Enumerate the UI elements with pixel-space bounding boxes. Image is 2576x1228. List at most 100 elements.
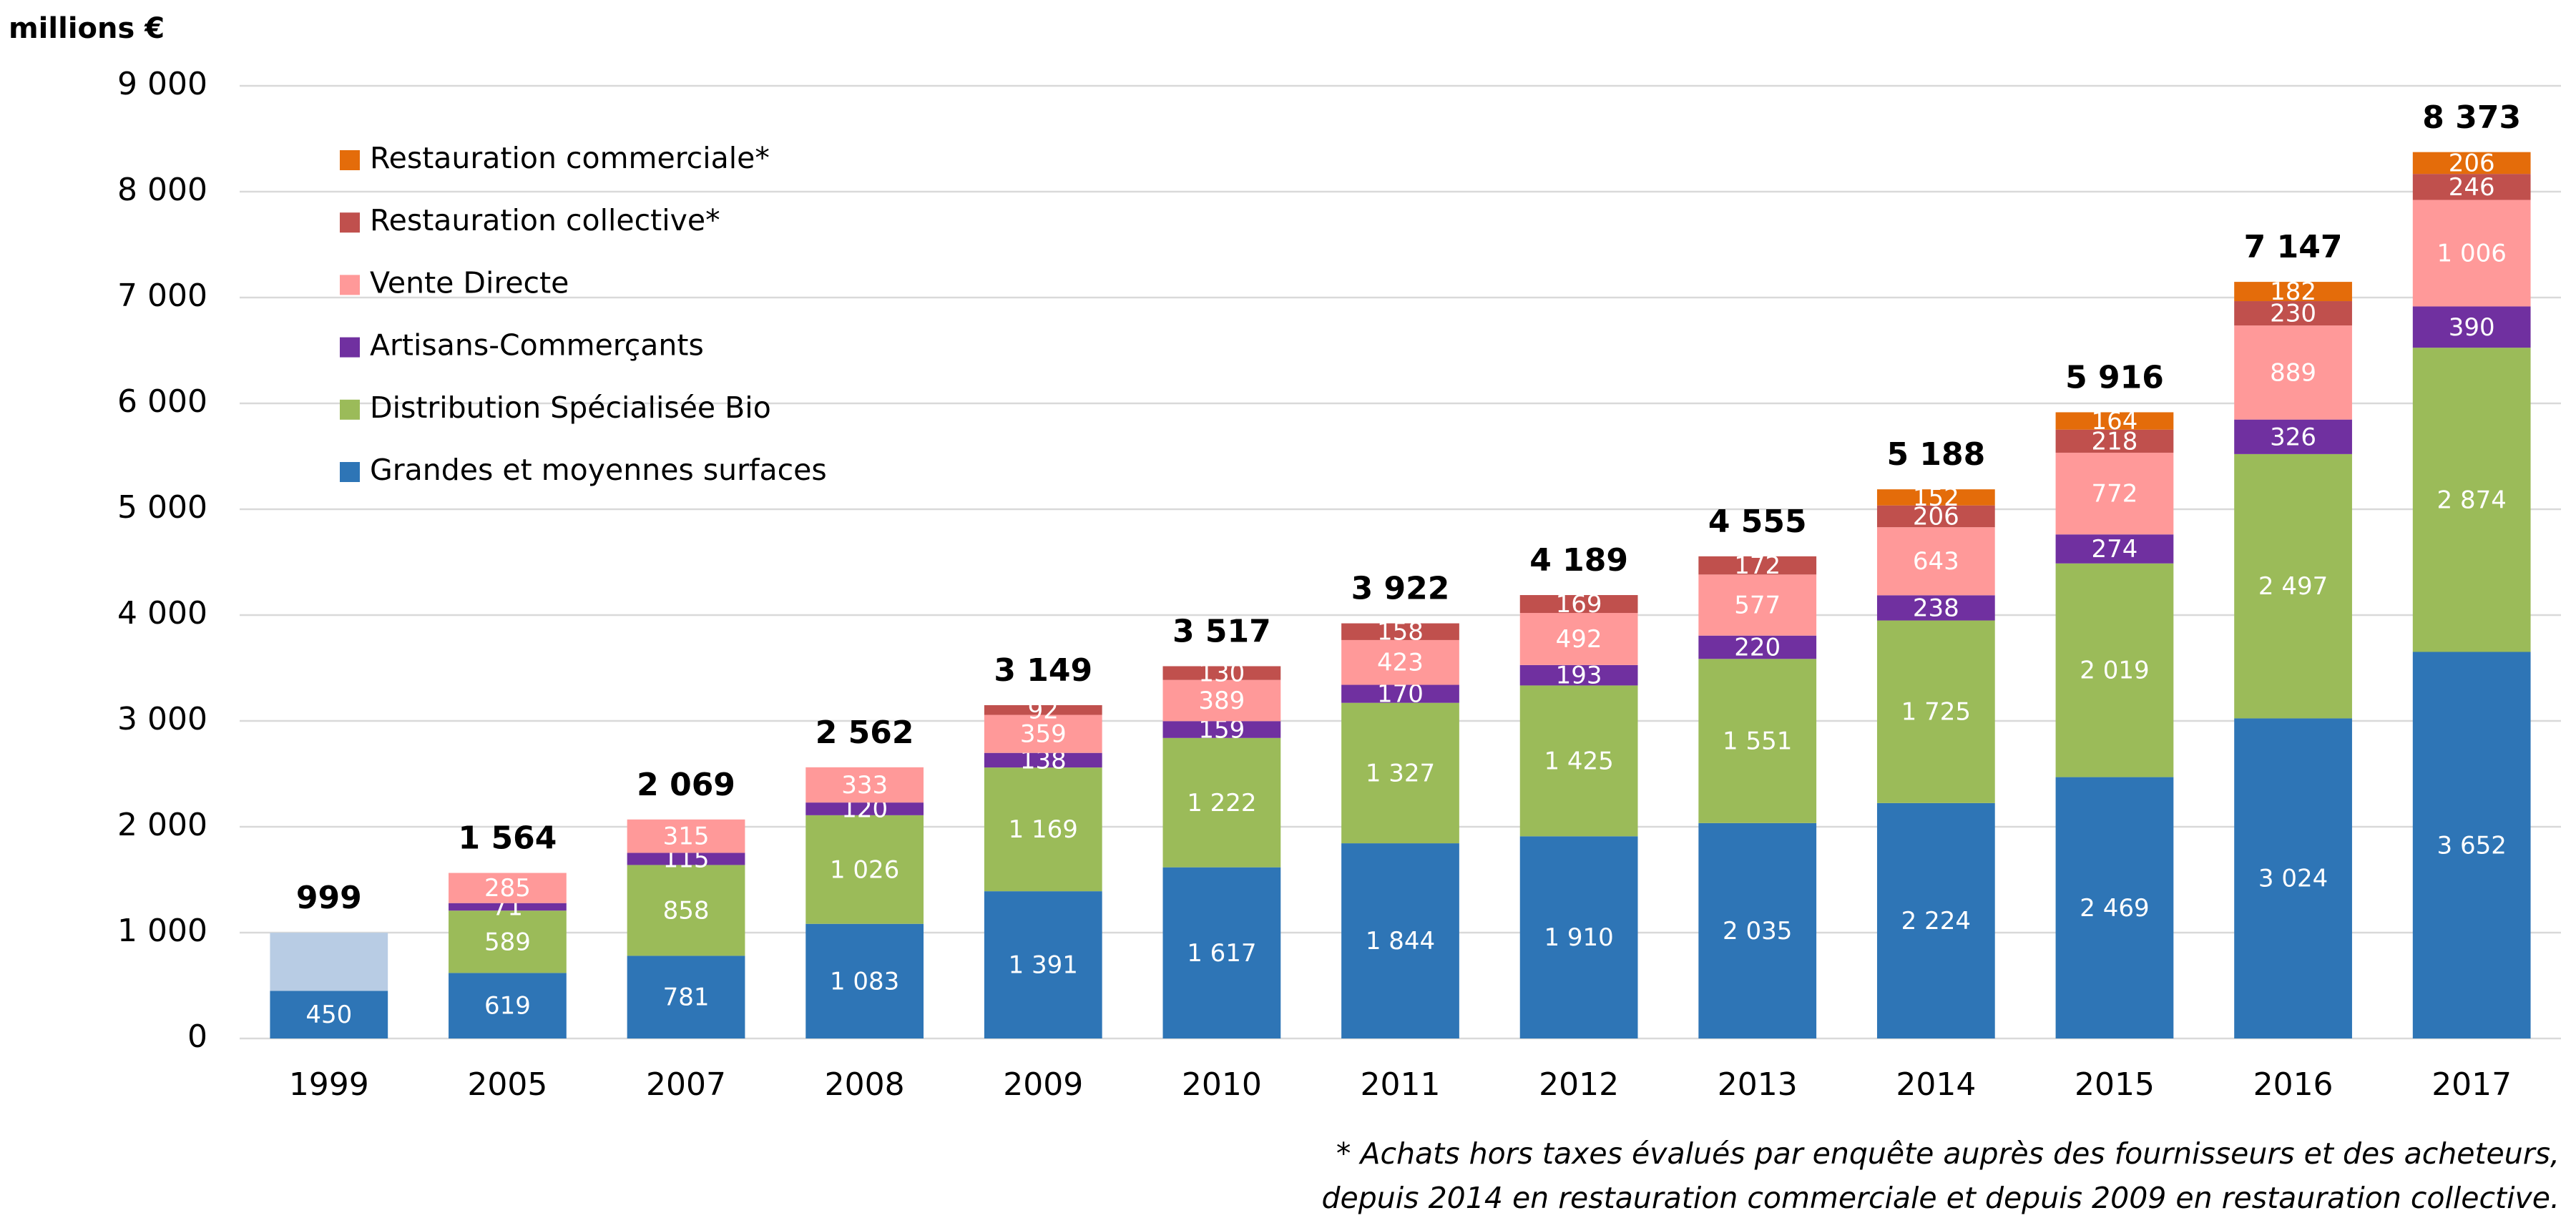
bar-segment [1341,843,1459,1038]
data-label: 2 224 [1901,907,1971,935]
bar-segment [984,752,1102,768]
bar-segment [1876,802,1995,1038]
data-label: 206 [1913,502,1959,531]
x-tick-label: 2017 [2431,1066,2512,1103]
bar-segment [2412,200,2531,307]
data-label: 389 [1198,687,1245,715]
data-label: 92 [1028,696,1059,724]
bar-segment [1876,489,1995,506]
data-label: 1 844 [1366,927,1435,956]
bar-segment [1876,620,1995,803]
bar-segment [984,891,1102,1038]
bar-segment [449,910,567,973]
total-label: 4 189 [1529,542,1628,579]
y-tick-label: 0 [187,1018,207,1055]
bar-segment [1876,505,1995,528]
legend-label: Vente Directe [370,265,569,300]
bar-segment [1698,822,1817,1038]
bar-segment [2234,282,2352,302]
legend-label: Restauration collective* [370,203,720,237]
bar-segment [449,903,567,911]
x-tick-label: 2005 [467,1066,547,1103]
legend-swatch [340,337,360,358]
legend-swatch [340,150,360,170]
data-label: 1 425 [1544,747,1613,775]
x-tick-label: 2015 [2075,1066,2155,1103]
x-tick-label: 2009 [1003,1066,1083,1103]
y-tick-label: 1 000 [117,913,207,949]
bar-segment [984,767,1102,892]
bar-segment [627,853,745,865]
data-label: 172 [1734,551,1781,580]
data-label: 130 [1198,659,1245,688]
bar-segment [1698,635,1817,659]
bar-segment [627,956,745,1038]
bar-segment [2412,306,2531,348]
footnote: depuis 2014 en restauration commerciale … [1322,1181,2560,1215]
data-label: 1 026 [830,855,899,884]
x-tick-label: 2014 [1896,1066,1976,1103]
legend-label: Grandes et moyennes surfaces [370,453,827,487]
bar-segment [2055,429,2174,453]
x-tick-label: 2011 [1361,1066,1441,1103]
bar-segment [1341,623,1459,640]
bar-segment [2234,453,2352,719]
bar-segment [449,873,567,903]
legend-swatch [340,275,360,295]
data-label: 577 [1734,591,1781,620]
data-label: 889 [2270,358,2316,387]
data-label: 206 [2449,149,2495,177]
bar-segment [1162,721,1281,738]
data-label: 2 874 [2437,486,2507,514]
legend-label: Distribution Spécialisée Bio [370,390,771,425]
data-label: 2 019 [2080,657,2149,685]
y-tick-label: 8 000 [117,172,207,208]
data-label: 492 [1556,625,1602,654]
x-tick-label: 2007 [646,1066,726,1103]
legend-swatch [340,462,360,482]
total-label: 2 562 [816,714,914,751]
data-label: 2 035 [1723,917,1792,945]
y-axis-label: millions € [9,12,165,45]
bar-segment [1519,595,1638,614]
bar-segment [805,767,924,803]
bar-segment [1162,666,1281,680]
data-label: 1 222 [1187,789,1256,817]
total-label: 3 517 [1172,613,1271,649]
bar-segment [2055,777,2174,1038]
bar-segment [2055,412,2174,430]
total-label: 3 149 [994,652,1092,689]
bar-segment [1341,639,1459,685]
data-label: 238 [1913,594,1959,622]
bar-segment [2055,563,2174,777]
bar-segment [1698,556,1817,575]
bar-segment [1341,702,1459,844]
bar-segment [1519,613,1638,665]
bar-segment [1519,685,1638,837]
bar-segment [2412,348,2531,652]
data-label: 450 [305,1001,352,1029]
bar-segment [1519,836,1638,1038]
data-label: 3 024 [2258,865,2328,893]
bar-segment [984,714,1102,753]
bar-segment [1876,527,1995,596]
bar-segment [805,802,924,815]
bar-segment [1519,664,1638,686]
data-label: 1 725 [1901,698,1971,727]
data-label: 772 [2092,480,2138,509]
y-tick-label: 9 000 [117,66,207,102]
data-label: 589 [484,928,531,956]
bar-segment [449,973,567,1038]
total-label: 5 916 [2065,359,2164,396]
data-label: 152 [1913,483,1959,512]
data-label: 218 [2092,427,2138,456]
y-tick-label: 7 000 [117,277,207,314]
data-label: 230 [2270,300,2316,328]
data-label: 423 [1377,649,1424,677]
x-tick-label: 2008 [825,1066,905,1103]
data-label: 1 391 [1009,951,1078,980]
legend-label: Artisans-Commerçants [370,328,704,363]
data-label: 182 [2270,277,2316,306]
bar-segment [270,991,388,1038]
